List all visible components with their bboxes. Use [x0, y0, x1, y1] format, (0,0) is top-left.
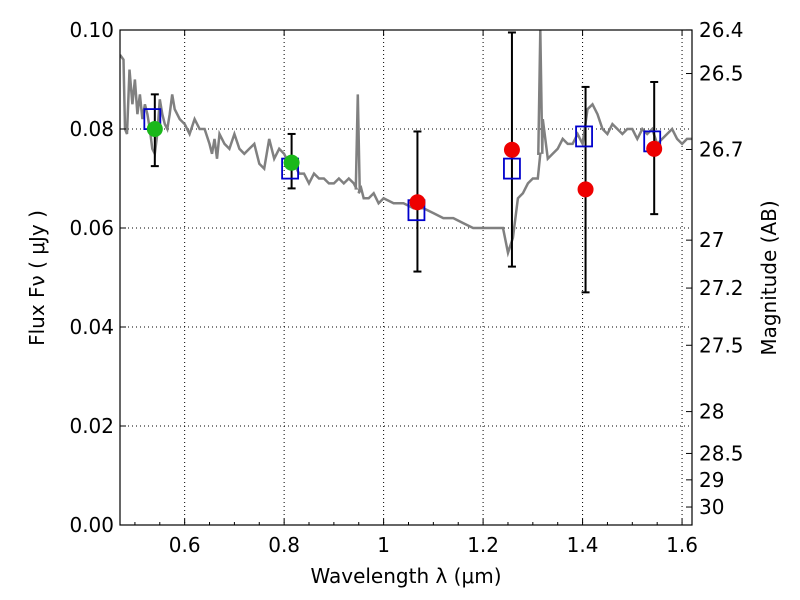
- mag-tick-label: 27: [699, 228, 724, 252]
- mag-tick-label: 27.2: [699, 276, 744, 300]
- mag-tick-label: 26.5: [699, 62, 744, 86]
- x-tick-label: 0.6: [169, 533, 201, 557]
- right-axis-label: Magnitude (AB): [757, 200, 781, 355]
- model-flux-box: [575, 125, 593, 148]
- x-axis-label: Wavelength λ (μm): [310, 564, 501, 588]
- y-tick-label: 0.02: [69, 414, 114, 438]
- mag-tick-label: 27.5: [699, 333, 744, 357]
- mag-tick-label: 26.7: [699, 137, 744, 161]
- x-tick-label: 1: [377, 533, 390, 557]
- y-tick-label: 0.04: [69, 315, 114, 339]
- plot-frame: [119, 29, 693, 526]
- y-axis-label: Flux Fν ( μJy ): [25, 210, 49, 346]
- observed-point: [503, 141, 520, 158]
- observed-point: [409, 194, 426, 211]
- x-tick-label: 0.8: [268, 533, 300, 557]
- x-tick-label: 1.2: [467, 533, 499, 557]
- observed-point: [577, 181, 594, 198]
- model-flux-box: [503, 157, 521, 180]
- model-spectrum-line: [120, 30, 692, 258]
- observed-point: [146, 121, 163, 137]
- mag-tick-label: 28: [699, 400, 724, 424]
- x-tick-label: 1.4: [567, 533, 599, 557]
- mag-tick-label: 30: [699, 495, 724, 519]
- y-tick-label: 0.00: [69, 513, 114, 537]
- y-tick-label: 0.10: [69, 18, 114, 42]
- mag-tick-label: 26.4: [699, 18, 744, 42]
- mag-tick-label: 28.5: [699, 441, 744, 465]
- observed-point: [283, 154, 300, 171]
- observed-point: [646, 140, 663, 157]
- x-tick-label: 1.6: [666, 533, 698, 557]
- axis-ticks: [120, 29, 692, 526]
- mag-tick-label: 29: [699, 468, 724, 492]
- grid-lines: [120, 30, 692, 525]
- y-tick-label: 0.06: [69, 216, 114, 240]
- tick-labels: 0.6 0.8 1 1.2 1.4 1.6 0.00 0.02 0.04 0.06 0.08 0.10…: [69, 18, 743, 557]
- model-spectrum: [120, 30, 692, 258]
- observed-points: [146, 121, 663, 211]
- y-tick-label: 0.08: [69, 117, 114, 141]
